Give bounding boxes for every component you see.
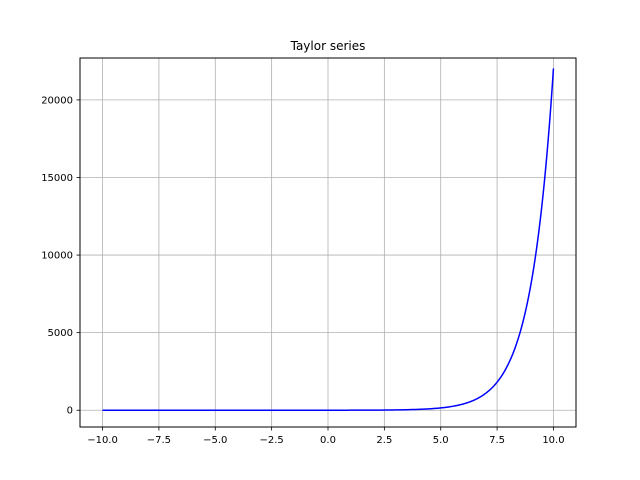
x-tick-label: −7.5 <box>147 435 171 446</box>
y-tick-label: 15000 <box>41 173 73 184</box>
x-axis: −10.0 −7.5 −5.0 −2.5 0.0 2.5 5.0 7.5 10.0 <box>87 427 565 446</box>
y-tick-label: 5000 <box>48 328 73 339</box>
x-tick-label: 7.5 <box>489 435 505 446</box>
x-tick-label: 2.5 <box>376 435 392 446</box>
x-tick-label: 5.0 <box>433 435 449 446</box>
y-axis: 0 5000 10000 15000 20000 <box>41 95 80 417</box>
y-tick-label: 20000 <box>41 95 73 106</box>
y-tick-label: 10000 <box>41 251 73 262</box>
chart-title: Taylor series <box>290 39 366 53</box>
y-tick-label: 0 <box>67 406 73 417</box>
x-tick-label: −2.5 <box>259 435 283 446</box>
x-tick-label: −5.0 <box>203 435 227 446</box>
x-tick-label: −10.0 <box>87 435 118 446</box>
series-line <box>102 68 555 411</box>
x-tick-label: 0.0 <box>320 435 336 446</box>
grid <box>80 58 576 427</box>
series-layer <box>102 68 555 411</box>
x-tick-label: 10.0 <box>542 435 564 446</box>
